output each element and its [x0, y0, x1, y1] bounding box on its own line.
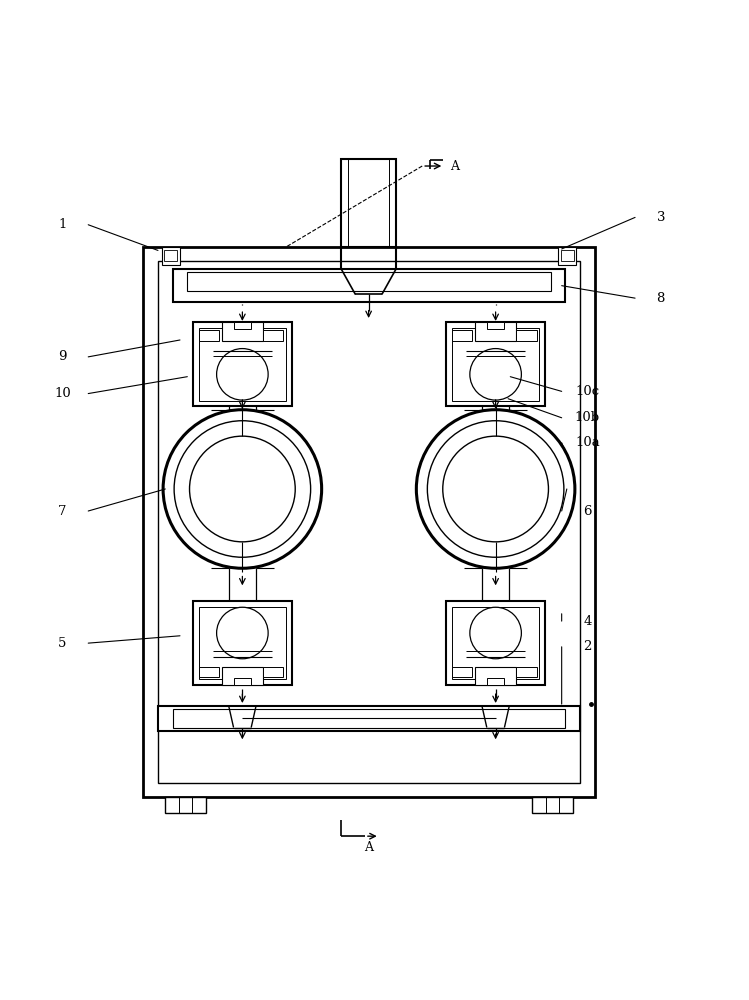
Bar — [192, 601, 292, 685]
Bar — [452, 328, 539, 401]
Bar — [187, 272, 551, 291]
Text: A: A — [364, 841, 373, 854]
Bar — [475, 322, 516, 341]
Bar — [263, 330, 283, 341]
Circle shape — [470, 349, 521, 400]
Bar — [488, 322, 504, 329]
Text: 10c: 10c — [575, 385, 599, 398]
Bar — [172, 709, 565, 728]
Text: 10b: 10b — [574, 411, 600, 424]
Circle shape — [470, 607, 521, 659]
Circle shape — [428, 421, 564, 557]
Bar — [172, 269, 565, 302]
Circle shape — [416, 410, 575, 568]
Bar — [516, 667, 536, 677]
Bar — [234, 322, 251, 329]
Bar — [166, 797, 206, 813]
Text: 4: 4 — [583, 615, 592, 628]
Bar — [234, 678, 251, 685]
Bar — [158, 261, 580, 783]
Bar — [192, 322, 292, 406]
Bar — [452, 607, 539, 679]
Text: 10a: 10a — [575, 436, 600, 449]
Text: 9: 9 — [58, 350, 67, 363]
Bar — [533, 797, 573, 813]
Bar — [263, 667, 283, 677]
Text: 8: 8 — [657, 292, 665, 305]
Circle shape — [216, 607, 268, 659]
Bar — [164, 250, 178, 261]
Text: A: A — [450, 160, 459, 173]
Bar — [198, 330, 219, 341]
Bar — [341, 159, 396, 247]
Text: 3: 3 — [657, 211, 665, 224]
Bar — [158, 706, 580, 731]
Text: 6: 6 — [583, 505, 592, 518]
Bar — [452, 667, 472, 677]
Circle shape — [163, 410, 321, 568]
Bar — [452, 330, 472, 341]
Text: 1: 1 — [58, 218, 67, 231]
Bar — [198, 328, 286, 401]
Bar — [561, 250, 574, 261]
Bar — [162, 247, 180, 265]
Bar — [198, 607, 286, 679]
Bar — [222, 667, 263, 685]
Text: 5: 5 — [58, 637, 67, 650]
Bar — [198, 667, 219, 677]
Bar — [222, 322, 263, 341]
Bar — [488, 678, 504, 685]
Bar — [143, 247, 595, 797]
Text: 7: 7 — [58, 505, 67, 518]
Text: 2: 2 — [583, 640, 592, 653]
Bar — [446, 601, 545, 685]
Bar — [475, 667, 516, 685]
Circle shape — [174, 421, 311, 557]
Text: 10: 10 — [54, 387, 71, 400]
Circle shape — [189, 436, 295, 542]
Bar — [558, 247, 577, 265]
Circle shape — [443, 436, 548, 542]
Bar — [516, 330, 536, 341]
Bar — [446, 322, 545, 406]
Circle shape — [216, 349, 268, 400]
